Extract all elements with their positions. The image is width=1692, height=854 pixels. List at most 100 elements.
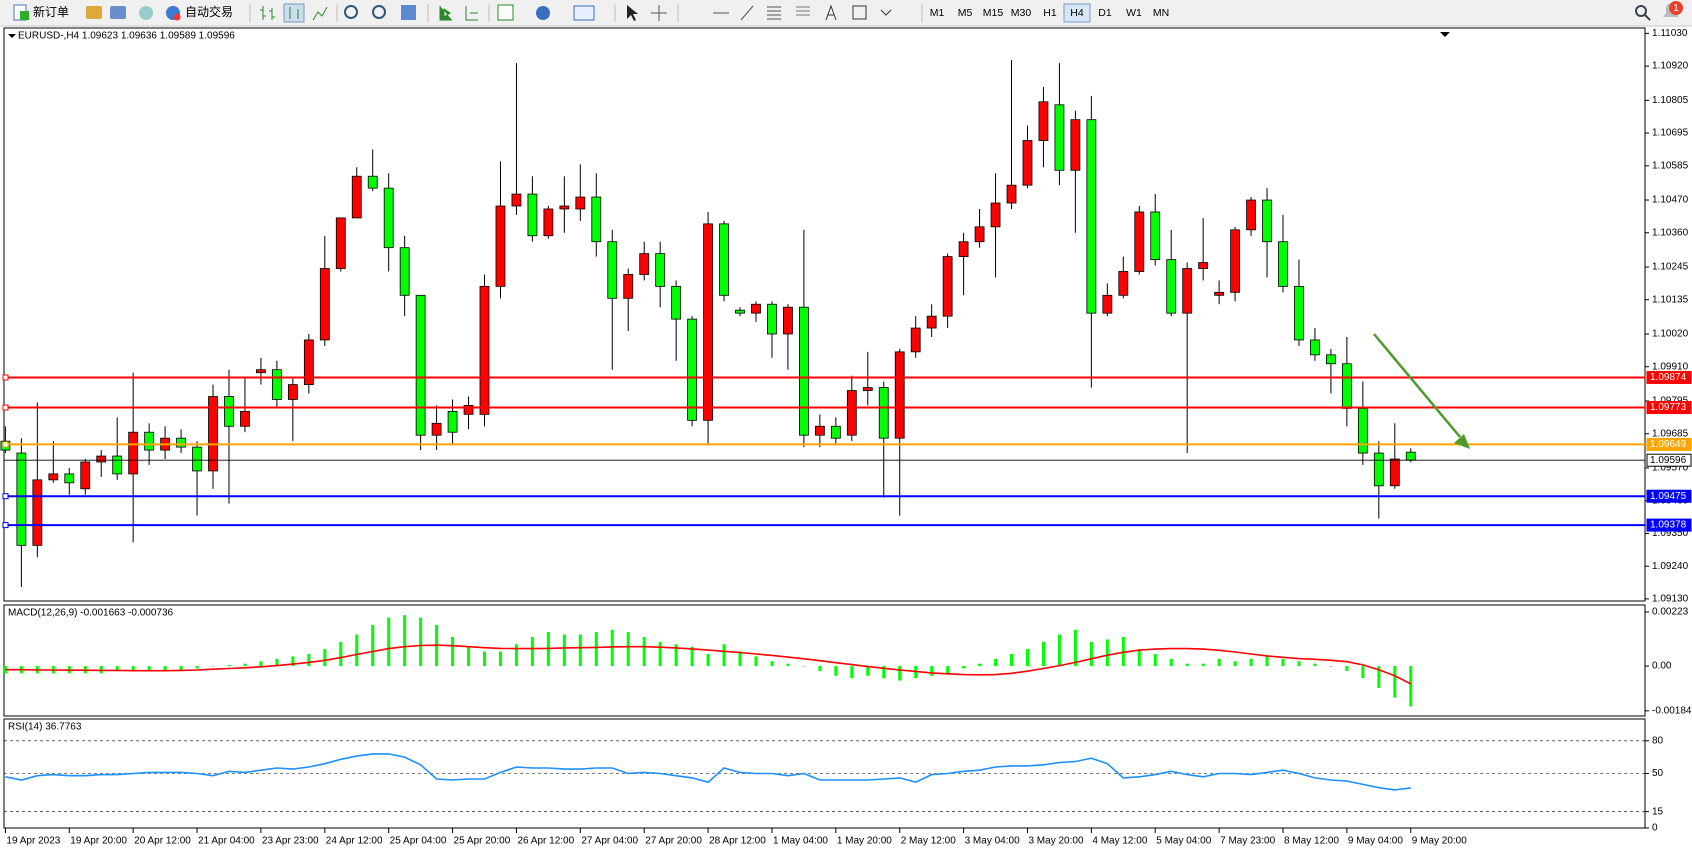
search-icon[interactable]	[1635, 5, 1647, 17]
pane-title: MACD(12,26,9) -0.001663 -0.000736	[8, 608, 174, 619]
candle-body	[974, 226, 985, 243]
histogram-bar	[722, 644, 726, 667]
zoom-out-icon[interactable]	[372, 5, 386, 19]
toolbar-icon[interactable]	[110, 6, 126, 19]
x-tick-label: 2 May 12:00	[901, 836, 956, 847]
histogram-bar	[131, 666, 135, 671]
candle-body	[192, 446, 202, 472]
histogram-bar	[562, 634, 566, 667]
y-tick-label: 1.11030	[1652, 28, 1688, 39]
candle-body	[1198, 262, 1209, 269]
x-tick-label: 24 Apr 12:00	[326, 836, 383, 847]
notification-badge	[1669, 1, 1683, 15]
histogram-bar	[866, 666, 870, 676]
timeframe-button[interactable]: H4	[1070, 7, 1084, 19]
candle-body	[479, 285, 490, 415]
timeframe-button[interactable]: W1	[1126, 7, 1142, 19]
annotation-arrow	[1373, 333, 1461, 438]
candle-body	[511, 193, 522, 207]
auto-trading-button[interactable]: 自动交易	[166, 4, 233, 21]
candle-body	[1262, 199, 1272, 243]
candle-body	[1086, 119, 1097, 314]
crosshair-icon[interactable]	[651, 5, 667, 21]
histogram-bar	[1169, 658, 1173, 667]
zoom-in-icon[interactable]	[344, 5, 358, 19]
histogram-bar	[642, 636, 646, 667]
candle-body	[607, 241, 618, 299]
histogram-bar	[275, 658, 279, 667]
level-line-label: 1.09649	[1650, 439, 1687, 450]
x-tick-label: 8 May 12:00	[1284, 836, 1339, 847]
timeframe-button[interactable]: M1	[930, 7, 945, 19]
candle-body	[687, 318, 698, 421]
histogram-bar	[259, 661, 263, 667]
y-tick-label: 1.10470	[1652, 195, 1689, 206]
toolbar-icon[interactable]	[86, 6, 102, 19]
channel-icon[interactable]	[767, 6, 781, 20]
x-tick-label: 28 Apr 12:00	[709, 836, 766, 847]
annotation-arrowhead	[1454, 434, 1470, 449]
candle-body	[1182, 268, 1193, 314]
pane-title: RSI(14) 36.7763	[8, 722, 82, 733]
timeframe-button[interactable]: M15	[983, 7, 1004, 19]
symbol-menu-triangle[interactable]	[8, 34, 16, 38]
level-line-label: 1.09874	[1650, 372, 1687, 383]
timeframe-button[interactable]: MN	[1153, 7, 1169, 19]
timeframe-bar: M1 M5 M15 M30 H1 H4 D1 W1 MN	[930, 3, 1169, 23]
candle-body	[1278, 241, 1288, 287]
new-order-button[interactable]: 新订单	[13, 4, 69, 21]
timeframe-button[interactable]: H1	[1043, 7, 1057, 19]
candle-body	[958, 241, 969, 258]
label-tool-icon[interactable]	[852, 5, 867, 20]
autoscroll-icon[interactable]	[439, 6, 452, 21]
fibo-icon[interactable]	[796, 6, 810, 16]
y-tick-label: 80	[1652, 735, 1664, 746]
templates-icon[interactable]	[573, 5, 595, 21]
shapes-icon[interactable]	[880, 9, 892, 16]
periods-icon[interactable]	[536, 6, 550, 20]
candle-icon-active[interactable]	[283, 3, 305, 23]
histogram-bar	[179, 666, 183, 671]
plot-area: EURUSD-,H4 1.09623 1.09636 1.09589 1.095…	[0, 28, 1692, 847]
y-tick-label: 1.09910	[1652, 361, 1689, 372]
histogram-bar	[674, 644, 678, 667]
candle-body	[48, 473, 59, 481]
candle-body	[1389, 458, 1400, 487]
pane-title: EURUSD-,H4 1.09623 1.09636 1.09589 1.095…	[18, 31, 235, 42]
histogram-bar	[1281, 658, 1285, 667]
toolbar-icon[interactable]	[139, 6, 153, 20]
histogram-bar	[355, 634, 359, 667]
timeframe-button[interactable]: M5	[958, 7, 973, 19]
histogram-bar	[1041, 641, 1045, 667]
shift-icon[interactable]	[465, 6, 478, 21]
histogram-bar	[1010, 653, 1014, 667]
candle-body	[703, 223, 713, 421]
auto-trading-stop	[173, 13, 181, 21]
histogram-bar	[1265, 656, 1269, 667]
line-chart-icon[interactable]	[312, 6, 328, 21]
rsi-pane	[3, 718, 1646, 829]
timeframe-button[interactable]: D1	[1098, 7, 1112, 19]
histogram-bar	[594, 632, 598, 667]
y-tick-label: 1.10135	[1652, 294, 1689, 305]
candle-body	[783, 306, 793, 335]
candle-body	[926, 315, 937, 329]
y-tick-label: 1.09685	[1652, 428, 1689, 439]
x-tick-label: 4 May 12:00	[1092, 836, 1147, 847]
candle-body	[1246, 199, 1256, 231]
indicators-icon[interactable]	[497, 4, 514, 21]
x-tick-label: 26 Apr 12:00	[517, 836, 574, 847]
x-tick-label: 19 Apr 20:00	[70, 836, 127, 847]
line-tools-icon[interactable]	[713, 5, 754, 21]
y-tick-label: 50	[1652, 768, 1664, 779]
x-tick-label: 1 May 20:00	[837, 836, 892, 847]
histogram-bar	[946, 666, 950, 674]
y-tick-label: 1.10245	[1652, 262, 1689, 273]
histogram-bar	[387, 617, 391, 667]
timeframe-button[interactable]: M30	[1011, 7, 1032, 19]
bar-chart-icon[interactable]	[260, 6, 275, 20]
tile-icon[interactable]	[401, 5, 416, 20]
cursor-icon[interactable]	[627, 5, 638, 21]
histogram-bar	[147, 666, 151, 671]
text-tool-icon[interactable]	[825, 4, 837, 21]
